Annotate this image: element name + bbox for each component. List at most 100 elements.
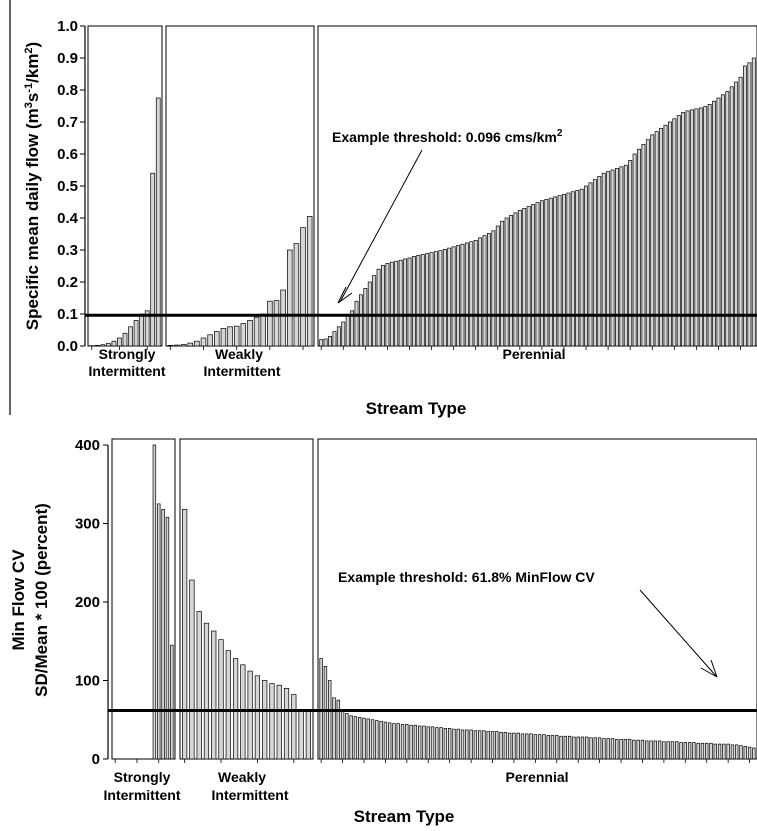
- group-label-line1: Strongly: [114, 769, 171, 785]
- bar: [521, 734, 524, 759]
- bar: [427, 727, 430, 759]
- bar: [421, 254, 424, 346]
- bar: [156, 98, 160, 346]
- bar: [412, 256, 415, 346]
- bar: [386, 263, 389, 346]
- bar: [474, 731, 477, 759]
- y-tick-label: 400: [75, 437, 100, 454]
- bar: [555, 735, 558, 759]
- bar: [607, 172, 610, 346]
- bar: [667, 742, 670, 759]
- top-chart: Specific mean daily flow (m3s-1/km2) Str…: [10, 0, 563, 418]
- bar: [355, 301, 358, 346]
- bar: [564, 736, 567, 759]
- bar: [162, 509, 165, 759]
- bar: [123, 333, 127, 346]
- group-label-line1: Weakly: [215, 346, 263, 362]
- bar: [624, 165, 627, 346]
- bar: [406, 724, 409, 759]
- bar: [543, 735, 546, 759]
- bar: [532, 205, 535, 346]
- bar: [573, 737, 576, 759]
- bar: [233, 659, 238, 759]
- bar: [435, 728, 438, 759]
- bar: [234, 326, 239, 346]
- bar: [560, 736, 563, 759]
- bar: [284, 688, 289, 759]
- bar: [602, 173, 605, 346]
- bar: [590, 738, 593, 759]
- bar: [440, 728, 443, 759]
- bar: [688, 743, 691, 759]
- bar: [723, 744, 726, 759]
- bar: [376, 721, 379, 759]
- y-tick-label: 0.4: [57, 210, 79, 227]
- bottom-annotation-arrow: [640, 590, 716, 676]
- bar: [181, 344, 186, 346]
- bar: [577, 737, 580, 759]
- bar: [426, 254, 429, 346]
- bar: [306, 710, 311, 759]
- bar: [721, 95, 724, 346]
- bar: [717, 98, 720, 346]
- top-arrow-head: [338, 287, 352, 303]
- bar: [615, 168, 618, 346]
- bar: [452, 247, 455, 346]
- y-tick-label: 0.0: [57, 338, 78, 355]
- bar: [444, 728, 447, 759]
- bar: [744, 746, 747, 759]
- bar: [478, 731, 481, 759]
- bar: [727, 744, 730, 759]
- bottom-y-axis-label-line2: SD/Mean * 100 (percent): [32, 503, 51, 697]
- bar: [580, 189, 583, 346]
- bar: [333, 698, 336, 759]
- bar: [328, 681, 331, 760]
- bar: [562, 194, 565, 346]
- bar: [611, 739, 614, 759]
- group-label-line2: Intermittent: [204, 363, 281, 379]
- bar: [593, 180, 596, 346]
- bar: [221, 328, 226, 346]
- bar: [151, 173, 155, 346]
- bar: [182, 509, 187, 759]
- bar: [718, 744, 721, 759]
- bar: [748, 747, 751, 759]
- bar: [430, 253, 433, 346]
- bar: [704, 107, 707, 346]
- bar: [241, 324, 246, 346]
- bar: [739, 77, 742, 346]
- y-tick-label: 0.9: [57, 50, 78, 67]
- bar: [568, 736, 571, 759]
- bar: [504, 732, 507, 759]
- bar: [695, 109, 698, 346]
- bar: [654, 741, 657, 759]
- bar: [523, 208, 526, 346]
- bar: [650, 741, 653, 759]
- bar: [228, 327, 233, 346]
- bar: [261, 314, 266, 346]
- bar: [448, 248, 451, 346]
- bar: [267, 301, 272, 346]
- bar: [628, 739, 631, 759]
- bar: [538, 735, 541, 759]
- bar: [527, 206, 530, 346]
- bar: [525, 734, 528, 759]
- bar: [397, 724, 400, 759]
- bar: [545, 199, 548, 346]
- bar: [346, 316, 349, 346]
- bar: [633, 154, 636, 346]
- bar: [748, 63, 751, 346]
- bar: [461, 730, 464, 759]
- bar: [671, 742, 674, 759]
- bar: [693, 743, 696, 759]
- bar: [388, 723, 391, 759]
- y-tick-label: 0.5: [57, 178, 78, 195]
- bar: [735, 82, 738, 346]
- bar: [540, 201, 543, 346]
- bar: [410, 725, 413, 759]
- bottom-x-axis-label: Stream Type: [354, 807, 455, 826]
- bar: [170, 645, 173, 759]
- bar: [620, 167, 623, 346]
- bar: [594, 738, 597, 759]
- bar: [294, 244, 299, 346]
